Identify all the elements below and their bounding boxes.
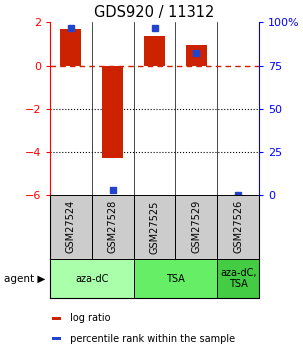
Text: GSM27525: GSM27525: [149, 200, 160, 254]
Bar: [52, 337, 61, 340]
Bar: [186, 45, 207, 66]
Text: log ratio: log ratio: [67, 313, 111, 323]
Text: GSM27528: GSM27528: [108, 200, 118, 254]
Text: GSM27529: GSM27529: [191, 200, 201, 254]
Text: aza-dC: aza-dC: [75, 274, 108, 284]
Text: TSA: TSA: [166, 274, 185, 284]
Bar: [217, 195, 259, 259]
Bar: [217, 259, 259, 298]
Bar: [50, 195, 92, 259]
Title: GDS920 / 11312: GDS920 / 11312: [94, 5, 215, 20]
Bar: [102, 66, 123, 158]
Bar: [175, 195, 217, 259]
Bar: [134, 195, 175, 259]
Bar: [134, 259, 217, 298]
Text: aza-dC,
TSA: aza-dC, TSA: [220, 268, 256, 289]
Text: agent ▶: agent ▶: [5, 274, 46, 284]
Bar: [92, 195, 134, 259]
Text: GSM27526: GSM27526: [233, 200, 243, 254]
Text: GSM27524: GSM27524: [66, 200, 76, 254]
Bar: [144, 37, 165, 66]
Bar: [61, 29, 81, 66]
Bar: [52, 317, 61, 319]
Text: percentile rank within the sample: percentile rank within the sample: [67, 334, 235, 344]
Bar: [50, 259, 134, 298]
